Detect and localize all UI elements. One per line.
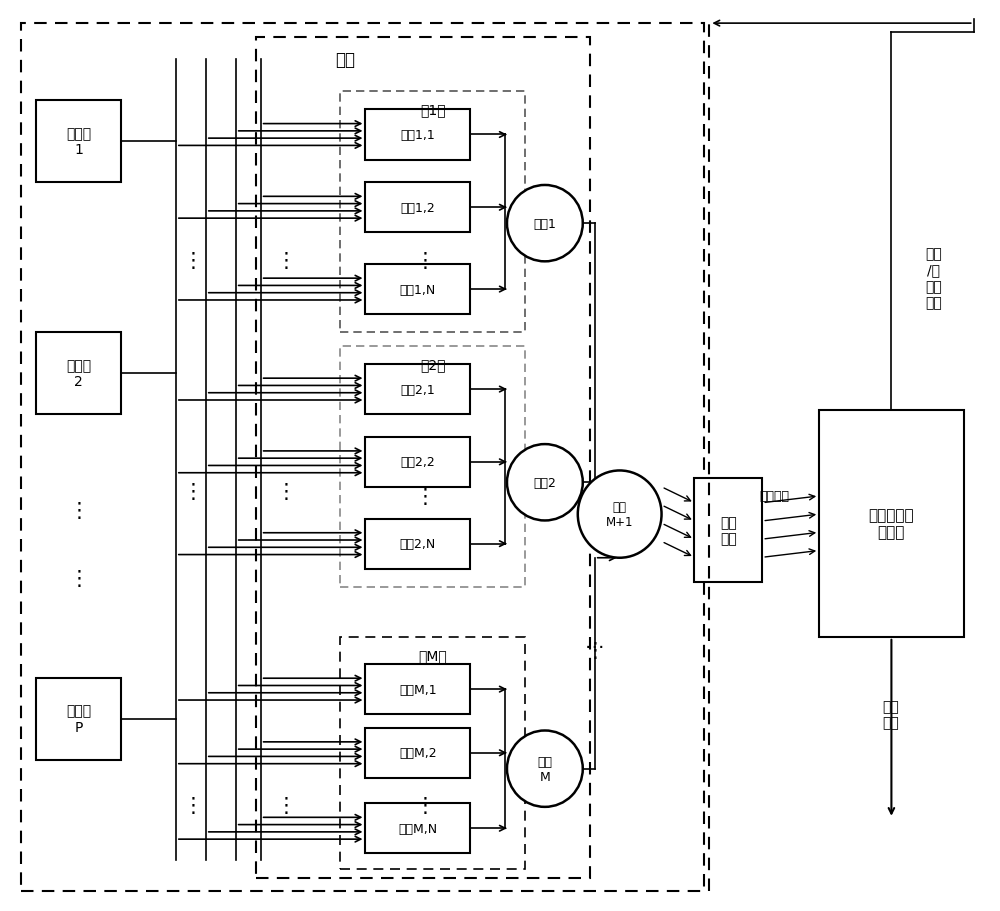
Text: ⋮: ⋮ xyxy=(275,251,296,271)
Text: 波束
选择: 波束 选择 xyxy=(720,516,737,546)
Text: 信号源
1: 信号源 1 xyxy=(66,127,91,158)
Text: 阵元2,1: 阵元2,1 xyxy=(400,384,435,396)
FancyBboxPatch shape xyxy=(365,110,470,160)
Text: 透镜
M: 透镜 M xyxy=(537,755,552,783)
Text: ⋮: ⋮ xyxy=(182,251,203,271)
Ellipse shape xyxy=(507,186,583,262)
Text: …: … xyxy=(585,632,604,651)
Ellipse shape xyxy=(578,471,662,558)
Text: 透镜2: 透镜2 xyxy=(533,476,556,489)
Text: 阵元M,1: 阵元M,1 xyxy=(399,683,437,696)
Text: 信号源
P: 信号源 P xyxy=(66,704,91,734)
Text: ⋮: ⋮ xyxy=(275,482,296,502)
Text: ⋮: ⋮ xyxy=(415,251,436,271)
Text: 第1行: 第1行 xyxy=(420,103,446,118)
Text: 透镜
M+1: 透镜 M+1 xyxy=(606,500,633,528)
Text: ⋮: ⋮ xyxy=(275,795,296,815)
Text: ⋮: ⋮ xyxy=(182,482,203,502)
Text: ⋮: ⋮ xyxy=(415,486,436,507)
Text: ⋮: ⋮ xyxy=(584,640,605,660)
Text: 信号源
2: 信号源 2 xyxy=(66,359,91,389)
Text: 第2行: 第2行 xyxy=(420,358,445,372)
Text: 输出
结果: 输出 结果 xyxy=(883,700,899,730)
Text: 阵元2,N: 阵元2,N xyxy=(400,537,436,550)
FancyBboxPatch shape xyxy=(365,265,470,314)
Text: 阵元M,N: 阵元M,N xyxy=(398,822,437,834)
Text: 第M行: 第M行 xyxy=(418,649,447,662)
Text: 透镜1: 透镜1 xyxy=(533,218,556,230)
Text: ⋮: ⋮ xyxy=(415,795,436,815)
Text: 阵元2,2: 阵元2,2 xyxy=(400,456,435,469)
FancyBboxPatch shape xyxy=(36,333,121,415)
Text: 输出波束: 输出波束 xyxy=(759,490,789,503)
FancyBboxPatch shape xyxy=(365,804,470,854)
FancyBboxPatch shape xyxy=(36,101,121,183)
Text: ⋮: ⋮ xyxy=(182,795,203,815)
Text: 阵元M,2: 阵元M,2 xyxy=(399,746,437,760)
FancyBboxPatch shape xyxy=(819,410,964,637)
FancyBboxPatch shape xyxy=(365,183,470,233)
FancyBboxPatch shape xyxy=(365,364,470,415)
Text: 阵元1,N: 阵元1,N xyxy=(400,283,436,296)
FancyBboxPatch shape xyxy=(365,728,470,778)
Ellipse shape xyxy=(507,731,583,807)
Text: ⋮: ⋮ xyxy=(69,500,90,520)
Text: 阵元1,2: 阵元1,2 xyxy=(400,201,435,214)
FancyBboxPatch shape xyxy=(694,478,762,583)
Text: 阵列: 阵列 xyxy=(335,51,355,69)
FancyBboxPatch shape xyxy=(365,664,470,714)
Text: 阵元1,1: 阵元1,1 xyxy=(400,128,435,142)
Ellipse shape xyxy=(507,445,583,521)
FancyBboxPatch shape xyxy=(365,437,470,487)
FancyBboxPatch shape xyxy=(365,519,470,569)
Text: 控制
/时
钟光
信号: 控制 /时 钟光 信号 xyxy=(925,247,942,310)
FancyBboxPatch shape xyxy=(36,678,121,760)
Text: ⋮: ⋮ xyxy=(69,568,90,589)
Text: 数字信号处
理系统: 数字信号处 理系统 xyxy=(869,507,914,540)
